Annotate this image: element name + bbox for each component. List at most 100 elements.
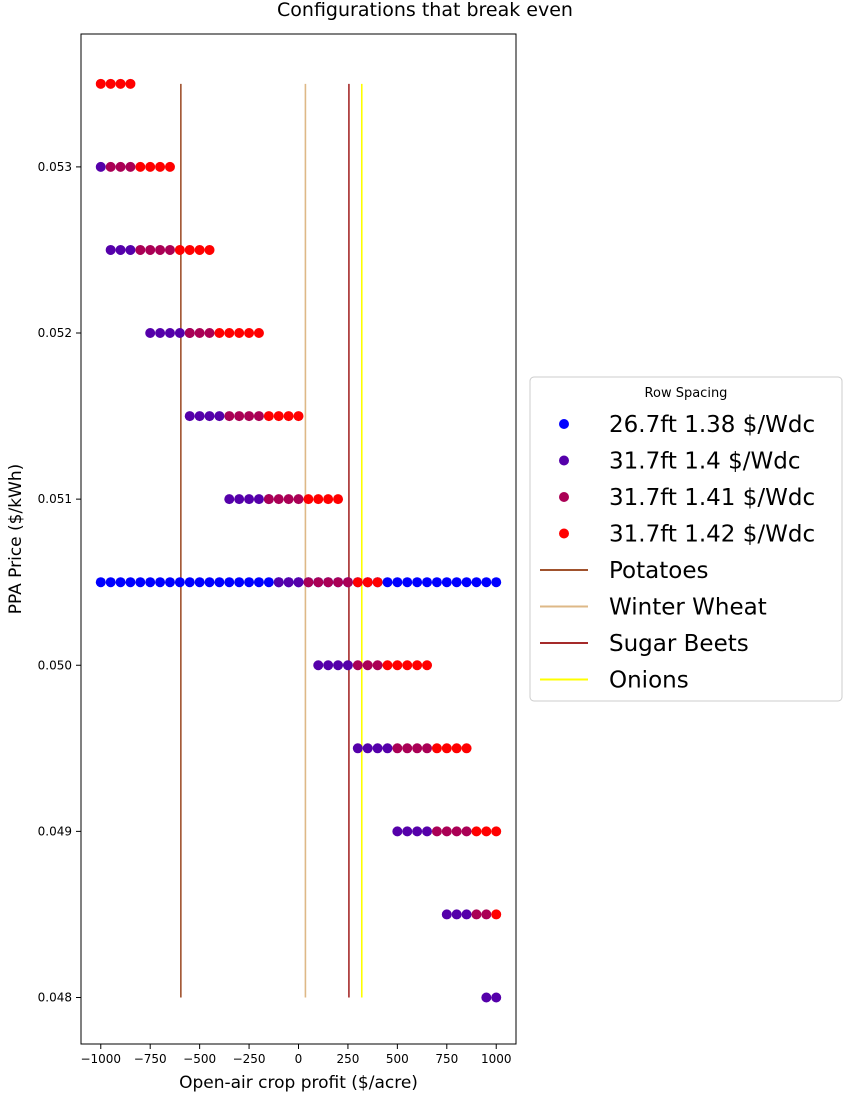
- data-point: [95, 161, 106, 172]
- legend-marker: [559, 455, 569, 466]
- data-point: [481, 909, 492, 920]
- data-point: [412, 743, 423, 754]
- data-point: [184, 411, 195, 422]
- data-point: [471, 826, 482, 837]
- data-point: [481, 992, 492, 1003]
- data-point: [194, 244, 205, 255]
- data-point: [441, 577, 452, 588]
- data-point: [313, 494, 324, 505]
- data-point: [155, 244, 166, 255]
- data-point: [253, 411, 264, 422]
- data-point: [293, 494, 304, 505]
- data-point: [115, 161, 126, 172]
- x-tick-label: 0: [295, 1052, 303, 1066]
- data-point: [214, 577, 225, 588]
- data-point: [382, 743, 393, 754]
- data-point: [244, 494, 255, 505]
- data-point: [115, 78, 126, 89]
- data-point: [441, 909, 452, 920]
- series-3: [105, 161, 492, 920]
- data-point: [145, 328, 156, 339]
- legend-label: 31.7ft 1.41 $/Wdc: [609, 485, 815, 511]
- x-tick-label: 750: [435, 1052, 458, 1066]
- data-point: [204, 411, 215, 422]
- data-point: [145, 577, 156, 588]
- data-point: [105, 577, 116, 588]
- data-point: [392, 577, 403, 588]
- legend-label: Onions: [609, 668, 689, 694]
- plot-frame: [80, 33, 517, 1045]
- data-point: [293, 411, 304, 422]
- data-point: [491, 826, 502, 837]
- data-point: [362, 743, 373, 754]
- data-point: [244, 328, 255, 339]
- legend-title: Row Spacing: [645, 386, 728, 401]
- data-point: [224, 411, 235, 422]
- legend-label: 26.7ft 1.38 $/Wdc: [609, 412, 815, 438]
- data-point: [481, 826, 492, 837]
- x-tick-label: 250: [336, 1052, 359, 1066]
- data-point: [323, 660, 334, 671]
- data-point: [244, 577, 255, 588]
- data-point: [382, 577, 393, 588]
- vertical-lines: [180, 83, 363, 998]
- data-point: [125, 78, 136, 89]
- data-point: [461, 577, 472, 588]
- data-point: [412, 660, 423, 671]
- data-point: [293, 577, 304, 588]
- y-tick-label: 0.053: [38, 160, 72, 174]
- data-point: [323, 577, 334, 588]
- data-point: [422, 743, 433, 754]
- data-point: [333, 577, 344, 588]
- data-point: [481, 577, 492, 588]
- data-point: [204, 577, 215, 588]
- data-point: [234, 411, 245, 422]
- data-point: [135, 161, 146, 172]
- data-point: [253, 328, 264, 339]
- data-point: [412, 826, 423, 837]
- legend-label: Potatoes: [609, 558, 708, 584]
- data-point: [362, 660, 373, 671]
- data-point: [174, 577, 185, 588]
- data-point: [174, 328, 185, 339]
- data-point: [451, 909, 462, 920]
- y-tick-label: 0.050: [38, 658, 72, 672]
- data-point: [372, 577, 383, 588]
- data-point: [224, 577, 235, 588]
- data-point: [194, 328, 205, 339]
- data-point: [105, 161, 116, 172]
- data-point: [164, 577, 175, 588]
- legend-marker: [559, 419, 569, 429]
- legend-label: Winter Wheat: [609, 595, 767, 621]
- y-tick-label: 0.051: [38, 492, 72, 506]
- scatter-points: [95, 78, 502, 1003]
- data-point: [115, 244, 126, 255]
- y-tick-label: 0.052: [38, 326, 72, 340]
- data-point: [372, 660, 383, 671]
- x-tick-label: −750: [134, 1052, 167, 1066]
- data-point: [283, 577, 294, 588]
- legend-label: Sugar Beets: [609, 631, 749, 657]
- data-point: [145, 161, 156, 172]
- data-point: [164, 161, 175, 172]
- data-point: [214, 411, 225, 422]
- data-point: [263, 577, 274, 588]
- data-point: [402, 577, 413, 588]
- data-point: [402, 660, 413, 671]
- data-point: [491, 992, 502, 1003]
- data-point: [283, 411, 294, 422]
- data-point: [105, 78, 116, 89]
- data-point: [184, 328, 195, 339]
- data-point: [461, 826, 472, 837]
- data-point: [125, 161, 136, 172]
- data-point: [422, 826, 433, 837]
- data-point: [95, 577, 106, 588]
- data-point: [105, 244, 116, 255]
- y-axis: 0.048 0.049 0.050 0.051 0.052 0.053: [38, 160, 81, 1004]
- data-point: [234, 577, 245, 588]
- data-point: [204, 244, 215, 255]
- data-point: [451, 826, 462, 837]
- data-point: [145, 244, 156, 255]
- series-2: [95, 161, 502, 1003]
- data-point: [184, 244, 195, 255]
